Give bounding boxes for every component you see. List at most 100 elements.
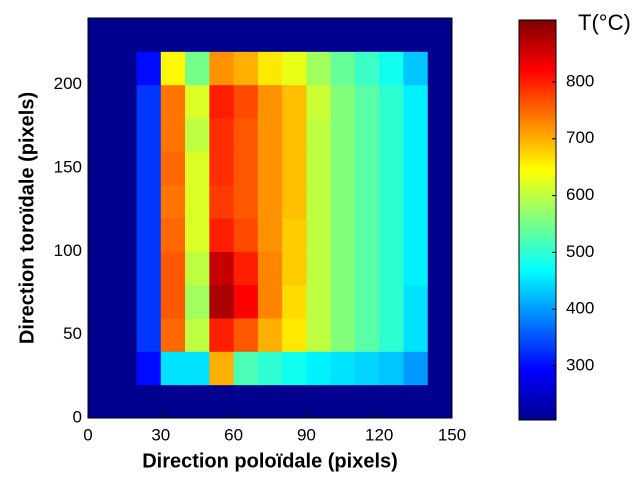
- heat-cell: [403, 151, 429, 186]
- heat-cell: [379, 318, 404, 352]
- heat-cell: [403, 51, 429, 86]
- heat-cell: [112, 318, 138, 352]
- heat-cell: [160, 351, 186, 386]
- heat-cell: [330, 151, 356, 186]
- heat-cell: [209, 118, 235, 152]
- heat-cell: [330, 118, 356, 152]
- heat-cell: [330, 184, 356, 219]
- heat-cell: [136, 51, 162, 86]
- heat-cell: [379, 284, 404, 319]
- heat-cell: [330, 318, 356, 352]
- heat-cell: [88, 351, 113, 386]
- heat-cell: [160, 51, 186, 86]
- heat-cell: [233, 384, 259, 419]
- heat-cell: [257, 118, 283, 152]
- heat-cell: [257, 151, 283, 186]
- heat-cell: [330, 84, 356, 119]
- heat-cell: [257, 284, 283, 319]
- heat-cell: [379, 18, 404, 52]
- heat-cell: [403, 284, 429, 319]
- heat-cell: [185, 218, 210, 252]
- heat-cell: [282, 184, 307, 219]
- heat-cell: [403, 384, 429, 419]
- heat-cell: [185, 51, 210, 86]
- heat-cell: [354, 51, 380, 86]
- heat-cell: [112, 218, 138, 252]
- y-tick-label: 150: [54, 157, 82, 176]
- heat-cell: [185, 118, 210, 152]
- heat-cell: [257, 318, 283, 352]
- heat-cell: [136, 184, 162, 219]
- heat-cell: [136, 151, 162, 186]
- heat-cell: [427, 318, 453, 352]
- heat-cell: [160, 384, 186, 419]
- heat-cell: [306, 18, 332, 52]
- heat-cell: [282, 51, 307, 86]
- heat-cell: [160, 18, 186, 52]
- heat-cell: [88, 184, 113, 219]
- heat-cell: [427, 384, 453, 419]
- colorbar-tick-label: 800: [566, 71, 594, 90]
- heat-cell: [354, 151, 380, 186]
- heat-cell: [233, 151, 259, 186]
- heat-cell: [427, 218, 453, 252]
- heat-cell: [112, 51, 138, 86]
- heat-cell: [160, 184, 186, 219]
- heat-cell: [88, 218, 113, 252]
- heat-cell: [185, 18, 210, 52]
- heat-cell: [136, 251, 162, 286]
- heat-cell: [209, 151, 235, 186]
- heat-cell: [185, 351, 210, 386]
- heat-cell: [403, 318, 429, 352]
- y-tick-label: 100: [54, 241, 82, 260]
- heat-cell: [282, 284, 307, 319]
- heat-cell: [354, 84, 380, 119]
- heat-cell: [185, 318, 210, 352]
- heat-cell: [233, 118, 259, 152]
- heat-cell: [306, 384, 332, 419]
- colorbar-label: T(°C): [578, 10, 631, 35]
- heat-cell: [282, 84, 307, 119]
- heat-cell: [88, 284, 113, 319]
- heat-cell: [427, 84, 453, 119]
- heat-cell: [354, 384, 380, 419]
- heat-cell: [306, 84, 332, 119]
- heat-cell: [330, 51, 356, 86]
- heat-cell: [160, 151, 186, 186]
- heat-cell: [282, 251, 307, 286]
- heat-cell: [257, 251, 283, 286]
- heat-cell: [233, 284, 259, 319]
- heat-cell: [112, 351, 138, 386]
- heat-cell: [403, 184, 429, 219]
- heat-cell: [330, 18, 356, 52]
- colorbar-tick-label: 400: [566, 299, 594, 318]
- heat-cell: [185, 151, 210, 186]
- heat-cell: [403, 218, 429, 252]
- heat-cell: [257, 51, 283, 86]
- heat-cell: [185, 284, 210, 319]
- x-tick-label: 30: [151, 425, 170, 444]
- heat-cell: [306, 184, 332, 219]
- heat-cell: [282, 151, 307, 186]
- heat-cell: [257, 184, 283, 219]
- heat-cell: [209, 384, 235, 419]
- heat-cell: [136, 318, 162, 352]
- heat-cell: [209, 218, 235, 252]
- heat-cell: [88, 51, 113, 86]
- heat-cell: [209, 84, 235, 119]
- heat-cell: [306, 351, 332, 386]
- heat-cell: [233, 84, 259, 119]
- heat-cell: [233, 318, 259, 352]
- heat-cell: [354, 351, 380, 386]
- heat-cell: [306, 218, 332, 252]
- x-tick-label: 0: [83, 425, 92, 444]
- colorbar-tick-label: 300: [566, 356, 594, 375]
- heat-cell: [185, 384, 210, 419]
- heat-cell: [112, 251, 138, 286]
- heat-cell: [282, 351, 307, 386]
- heat-cell: [379, 184, 404, 219]
- x-axis-label: Direction poloïdale (pixels): [142, 450, 398, 472]
- heat-cell: [257, 351, 283, 386]
- heat-cell: [112, 284, 138, 319]
- heat-cell: [330, 251, 356, 286]
